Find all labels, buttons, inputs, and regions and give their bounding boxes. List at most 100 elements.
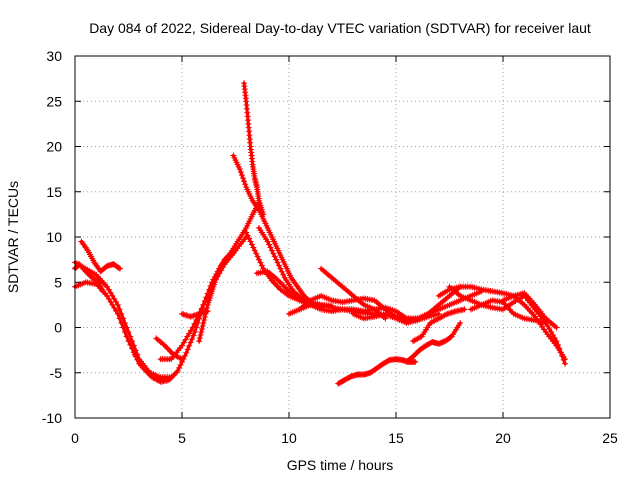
data-point: [188, 335, 195, 342]
chart-title: Day 084 of 2022, Sidereal Day-to-day VTE…: [89, 20, 591, 36]
data-point: [104, 292, 111, 299]
data-point: [116, 265, 123, 272]
data-point: [277, 265, 284, 272]
data-point: [238, 172, 245, 179]
x-tick-label: 5: [178, 430, 186, 446]
y-axis-label: SDTVAR / TECUs: [5, 181, 21, 293]
data-point: [554, 341, 561, 348]
data-point: [556, 345, 563, 352]
data-point: [251, 247, 258, 254]
plot-frame: [74, 55, 611, 419]
data-point: [557, 349, 564, 356]
data-point: [202, 310, 209, 317]
data-point: [174, 367, 181, 374]
series-track-25: [500, 290, 560, 331]
data-point: [105, 286, 112, 293]
data-point: [442, 311, 449, 318]
data-point: [237, 169, 244, 176]
series-track-4: [72, 261, 106, 295]
data-point: [186, 330, 193, 337]
data-point: [111, 304, 118, 311]
series-track-5: [131, 199, 263, 385]
data-point: [105, 295, 112, 302]
data-point: [266, 241, 273, 248]
data-point: [186, 342, 193, 349]
data-point: [197, 332, 204, 339]
data-point: [184, 346, 191, 353]
data-point: [127, 341, 134, 348]
data-point: [559, 353, 566, 360]
data-point: [118, 319, 125, 326]
data-point: [107, 298, 114, 305]
data-point: [253, 250, 260, 257]
x-tick-label: 25: [602, 430, 618, 446]
data-point: [270, 250, 277, 257]
data-point: [184, 333, 191, 340]
y-tick-label: 0: [54, 320, 62, 336]
data-point: [254, 253, 261, 260]
y-tick-label: 10: [46, 229, 62, 245]
data-point: [179, 356, 185, 363]
series-track-22: [435, 283, 569, 363]
data-point: [113, 307, 120, 314]
series-track-8: [196, 250, 237, 345]
data-point: [268, 247, 275, 254]
data-point: [280, 271, 287, 278]
data-point: [244, 232, 251, 239]
data-point: [247, 238, 254, 245]
data-point: [241, 178, 248, 185]
data-point: [116, 315, 123, 322]
series-track-9: [153, 335, 185, 363]
data-point: [273, 256, 280, 263]
data-point: [177, 361, 184, 368]
data-point: [183, 349, 190, 356]
data-point: [200, 319, 207, 326]
series-line: [73, 280, 163, 382]
series-track-23: [446, 283, 569, 367]
data-point: [109, 301, 116, 308]
data-point: [243, 229, 250, 236]
y-tick-label: -5: [50, 365, 63, 381]
series-track-24: [467, 297, 549, 326]
data-point: [109, 292, 116, 299]
data-point: [107, 289, 114, 296]
data-point: [544, 322, 551, 329]
data-point: [551, 335, 558, 342]
data-point: [553, 324, 560, 331]
series-track-2: [72, 279, 164, 383]
data-point: [258, 262, 265, 269]
data-point: [111, 295, 118, 302]
series-track-21: [410, 306, 468, 345]
data-point: [196, 338, 203, 345]
data-point: [201, 316, 208, 323]
data-point: [203, 307, 210, 314]
data-point: [276, 262, 283, 269]
data-point: [202, 298, 209, 305]
series-line: [133, 201, 261, 384]
data-point: [191, 329, 198, 336]
series-group: [72, 80, 569, 387]
data-point: [457, 319, 464, 326]
series-track-3: [78, 238, 123, 275]
data-point: [179, 342, 185, 349]
data-point: [176, 364, 183, 371]
data-point: [116, 306, 123, 313]
data-point: [114, 310, 121, 317]
data-point: [203, 304, 210, 311]
data-point: [198, 326, 205, 333]
y-tick-label: -10: [42, 410, 62, 426]
data-point: [120, 324, 127, 331]
data-point: [553, 338, 560, 345]
data-point: [125, 338, 132, 345]
data-point: [180, 339, 187, 346]
data-point: [123, 333, 130, 340]
x-tick-label: 0: [71, 430, 79, 446]
data-point: [562, 360, 569, 367]
data-point: [264, 238, 271, 245]
x-tick-labels: 0 5 10 15 20 25: [71, 430, 618, 446]
data-point: [236, 166, 243, 173]
data-point: [257, 259, 264, 266]
data-point: [447, 334, 454, 341]
data-point: [239, 175, 246, 182]
x-axis-label: GPS time / hours: [287, 457, 394, 473]
